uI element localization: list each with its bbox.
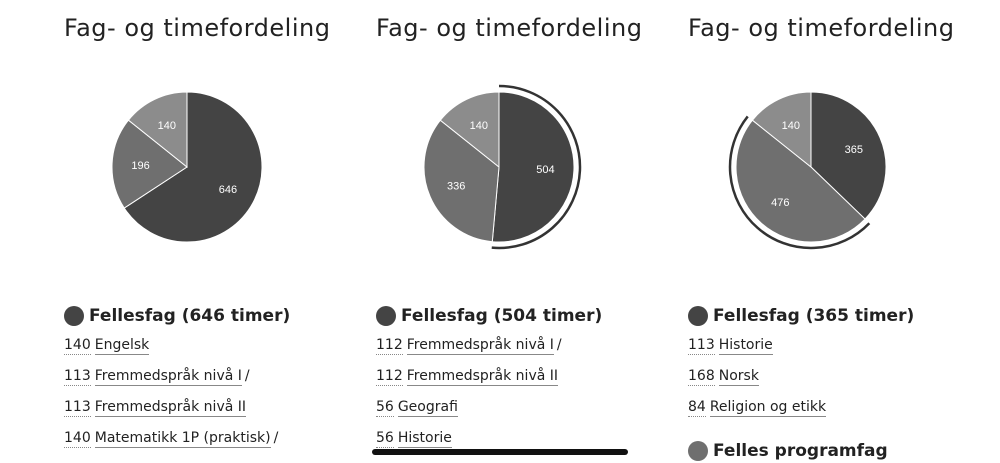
legend-dot-icon xyxy=(64,306,84,326)
pie-slice-label: 336 xyxy=(447,180,465,192)
pie-slice-365[interactable] xyxy=(810,91,887,220)
pie-slice-label: 476 xyxy=(771,197,789,209)
list-item: 84 Religion og etikk xyxy=(688,396,829,427)
list-item: 140 Matematikk 1P (praktisk) / xyxy=(64,427,278,458)
legend-label: Fellesfag (365 timer) xyxy=(713,306,915,326)
legend-fellesfag: Fellesfag (365 timer) xyxy=(688,306,914,326)
pie-chart-wrapper: 365 476 140 xyxy=(688,66,938,286)
pie-slice-label: 140 xyxy=(158,120,176,132)
legend-fellesfag: Fellesfag (646 timer) xyxy=(64,306,290,326)
list-item: 112 Fremmedspråk nivå II xyxy=(376,365,562,396)
legend-dot-icon xyxy=(688,306,708,326)
pie-slice-label: 365 xyxy=(845,144,863,156)
list-item: 168 Norsk xyxy=(688,365,829,396)
subject-link[interactable]: Geografi xyxy=(397,399,458,417)
subject-list: 140 Engelsk 113 Fremmedspråk nivå I/ 113 Fr… xyxy=(64,334,278,458)
subject-separator: / xyxy=(273,430,279,446)
list-item: 56 Geografi xyxy=(376,396,562,427)
subject-hours: 56 xyxy=(376,399,394,417)
legend-felles-programfag: Felles programfag xyxy=(688,441,888,461)
subject-hours: 113 xyxy=(688,337,715,355)
subject-hours: 112 xyxy=(376,337,403,355)
subject-separator: / xyxy=(244,368,250,384)
legend-fellesfag: Fellesfag (504 timer) xyxy=(376,306,602,326)
subject-link[interactable]: Engelsk xyxy=(94,337,150,355)
list-item: 140 Engelsk xyxy=(64,334,278,365)
legend-dot-icon xyxy=(376,306,396,326)
subject-link[interactable]: Fremmedspråk nivå II xyxy=(94,399,247,417)
subject-hours: 168 xyxy=(688,368,715,386)
list-item: 113 Fremmedspråk nivå II xyxy=(64,396,278,427)
pie-chart: 504 336 140 xyxy=(423,84,582,250)
subject-link[interactable]: Fremmedspråk nivå I xyxy=(406,337,554,355)
pie-slice-label: 140 xyxy=(782,120,800,132)
page-title: Fag- og timefordeling xyxy=(688,14,955,42)
subject-hours: 113 xyxy=(64,399,91,417)
list-item: 112 Fremmedspråk nivå I / xyxy=(376,334,562,365)
pie-slice-140[interactable] xyxy=(127,91,188,169)
pie-slice-140[interactable] xyxy=(439,91,500,169)
subject-hours: 84 xyxy=(688,399,706,417)
list-item: 113 Fremmedspråk nivå I / xyxy=(64,365,278,396)
subject-hours: 140 xyxy=(64,337,91,355)
column-2: Fag- og timefordeling 504 336 140 Fellesfa… xyxy=(376,0,666,463)
pie-slice-label: 140 xyxy=(470,120,488,132)
pie-slice-476[interactable] xyxy=(735,119,866,243)
subject-hours: 113 xyxy=(64,368,91,386)
subject-link[interactable]: Norsk xyxy=(718,368,759,386)
page-title: Fag- og timefordeling xyxy=(64,14,331,42)
list-item: 113 Historie xyxy=(688,334,829,365)
subject-hours: 140 xyxy=(64,430,91,448)
pie-chart: 365 476 140 xyxy=(728,91,887,250)
pie-slice-label: 196 xyxy=(131,160,149,172)
subject-link[interactable]: Fremmedspråk nivå II xyxy=(406,368,559,386)
pie-chart-wrapper: 646 196 140 xyxy=(64,66,314,286)
pie-chart-wrapper: 504 336 140 xyxy=(376,66,626,286)
subject-list: 112 Fremmedspråk nivå I/ 112 Fremmedspråk … xyxy=(376,334,562,458)
pie-slice-196[interactable] xyxy=(111,119,188,209)
pie-slice-504[interactable] xyxy=(491,91,575,243)
pie-highlight-arc xyxy=(491,84,582,250)
subject-link[interactable]: Historie xyxy=(718,337,773,355)
subject-link[interactable]: Religion og etikk xyxy=(709,399,827,417)
list-item: 56 Historie xyxy=(376,427,562,458)
subject-link[interactable]: Fremmedspråk nivå I xyxy=(94,368,242,386)
pie-slice-label: 504 xyxy=(536,164,554,176)
legend-label: Fellesfag (504 timer) xyxy=(401,306,603,326)
pie-slice-336[interactable] xyxy=(423,119,500,243)
pie-chart: 646 196 140 xyxy=(111,91,263,243)
subject-hours: 56 xyxy=(376,430,394,448)
horizontal-scrollbar[interactable] xyxy=(372,449,628,455)
legend-dot-icon xyxy=(688,441,708,461)
page-title: Fag- og timefordeling xyxy=(376,14,643,42)
subject-list: 113 Historie 168 Norsk 84 Religion og etikk xyxy=(688,334,829,427)
column-1: Fag- og timefordeling 646 196 140 Fellesfa… xyxy=(64,0,354,463)
subject-link[interactable]: Matematikk 1P (praktisk) xyxy=(94,430,271,448)
pie-slice-140[interactable] xyxy=(751,91,812,169)
pie-highlight-arc xyxy=(728,115,871,250)
legend-label: Felles programfag xyxy=(713,441,888,461)
subject-hours: 112 xyxy=(376,368,403,386)
subject-separator: / xyxy=(556,337,562,353)
pie-slice-646[interactable] xyxy=(123,91,263,243)
column-3: Fag- og timefordeling 365 476 140 Fellesfa… xyxy=(688,0,978,463)
subject-link[interactable]: Historie xyxy=(397,430,452,448)
legend-label: Fellesfag (646 timer) xyxy=(89,306,291,326)
pie-slice-label: 646 xyxy=(219,184,237,196)
